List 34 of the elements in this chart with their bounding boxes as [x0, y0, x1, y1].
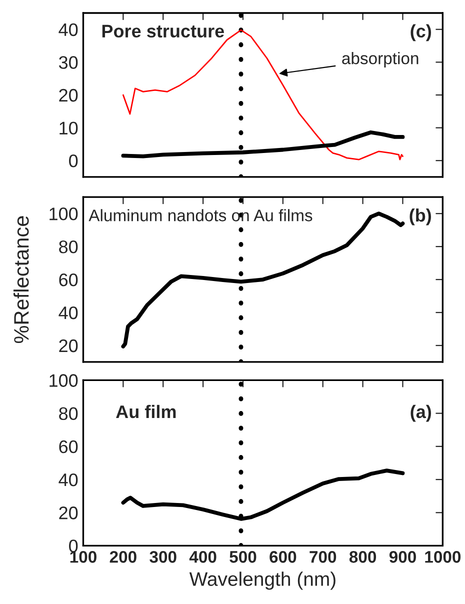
- x-tick-label: 500: [230, 551, 256, 563]
- y-tick-label: 40: [58, 473, 78, 486]
- x-tick-label: 900: [389, 551, 416, 563]
- x-tick-label: 600: [270, 551, 296, 563]
- annotation: absorption: [342, 52, 418, 68]
- annotation: (b): [410, 208, 431, 226]
- y-tick-label: 20: [59, 339, 78, 352]
- y-tick-label: 60: [59, 273, 78, 286]
- x-tick-label: 1000: [425, 551, 461, 563]
- y-axis-title: %Reflectance: [13, 216, 29, 344]
- y-tick-label: 10: [60, 122, 78, 134]
- x-axis-title: Wavelength (nm): [189, 572, 336, 590]
- x-tick-label: 200: [110, 551, 136, 563]
- annotation: (c): [410, 24, 431, 42]
- y-tick-label: 40: [58, 23, 78, 36]
- annotation: (a): [410, 404, 431, 422]
- y-tick-label: 30: [58, 56, 78, 69]
- annotation: Au film: [116, 404, 176, 418]
- y-tick-label: 40: [58, 306, 78, 320]
- y-tick-label: 0: [69, 540, 78, 552]
- y-tick-label: 0: [69, 154, 78, 168]
- x-tick-label: 800: [349, 551, 376, 563]
- x-tick-label: 300: [150, 551, 176, 563]
- y-tick-label: 80: [59, 407, 78, 420]
- y-tick-label: 100: [50, 208, 78, 220]
- annotation: Aluminum nandots on Au films: [88, 209, 312, 222]
- y-tick-label: 100: [50, 374, 78, 387]
- y-tick-label: 20: [59, 88, 78, 102]
- y-tick-label: 80: [59, 240, 78, 254]
- x-tick-label: 400: [189, 551, 216, 563]
- x-tick-label: 700: [310, 551, 336, 563]
- annotation: Pore structure: [102, 24, 224, 38]
- y-tick-label: 20: [59, 506, 78, 520]
- y-tick-label: 60: [59, 440, 78, 454]
